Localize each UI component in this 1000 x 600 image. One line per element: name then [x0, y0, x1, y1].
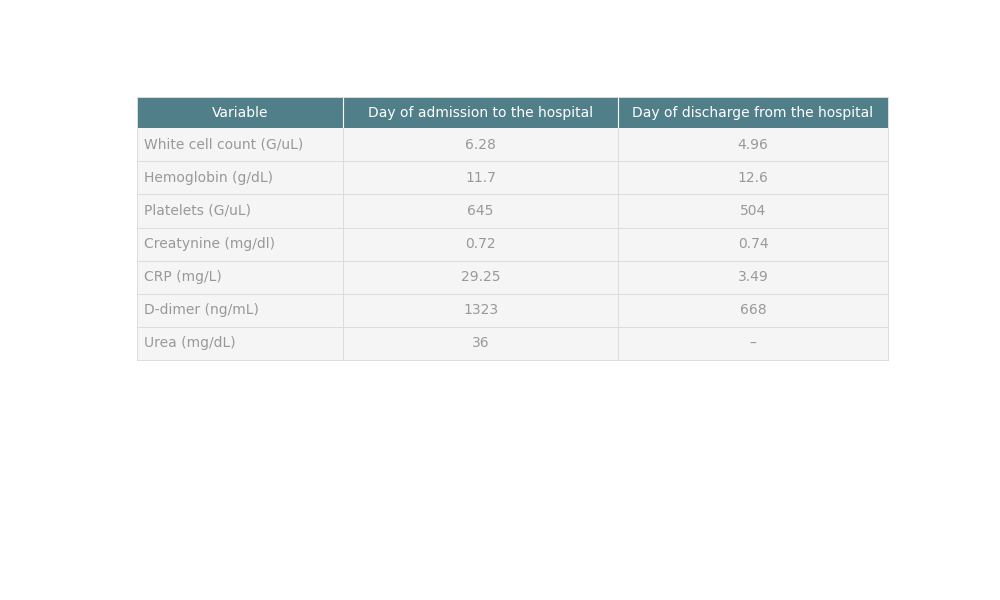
Text: Day of discharge from the hospital: Day of discharge from the hospital: [632, 106, 874, 120]
Text: D-dimer (ng/mL): D-dimer (ng/mL): [144, 304, 259, 317]
Text: Variable: Variable: [212, 106, 268, 120]
Text: Hemoglobin (g/dL): Hemoglobin (g/dL): [144, 171, 273, 185]
Text: Platelets (G/uL): Platelets (G/uL): [144, 204, 251, 218]
Text: Day of admission to the hospital: Day of admission to the hospital: [368, 106, 593, 120]
Text: 1323: 1323: [463, 304, 498, 317]
Text: 11.7: 11.7: [465, 171, 496, 185]
Bar: [137, 97, 888, 360]
Text: Creatynine (mg/dl): Creatynine (mg/dl): [144, 237, 275, 251]
Text: 0.74: 0.74: [738, 237, 768, 251]
Text: 504: 504: [740, 204, 766, 218]
Text: 12.6: 12.6: [738, 171, 768, 185]
Text: –: –: [750, 337, 756, 350]
Text: White cell count (G/uL): White cell count (G/uL): [144, 138, 304, 152]
Text: 36: 36: [472, 337, 489, 350]
Text: 6.28: 6.28: [465, 138, 496, 152]
Bar: [137, 97, 888, 128]
Text: 0.72: 0.72: [465, 237, 496, 251]
Text: 645: 645: [467, 204, 494, 218]
Text: 4.96: 4.96: [738, 138, 768, 152]
Text: 3.49: 3.49: [738, 270, 768, 284]
Text: 29.25: 29.25: [461, 270, 500, 284]
Text: Urea (mg/dL): Urea (mg/dL): [144, 337, 236, 350]
Text: CRP (mg/L): CRP (mg/L): [144, 270, 222, 284]
Text: 668: 668: [740, 304, 766, 317]
